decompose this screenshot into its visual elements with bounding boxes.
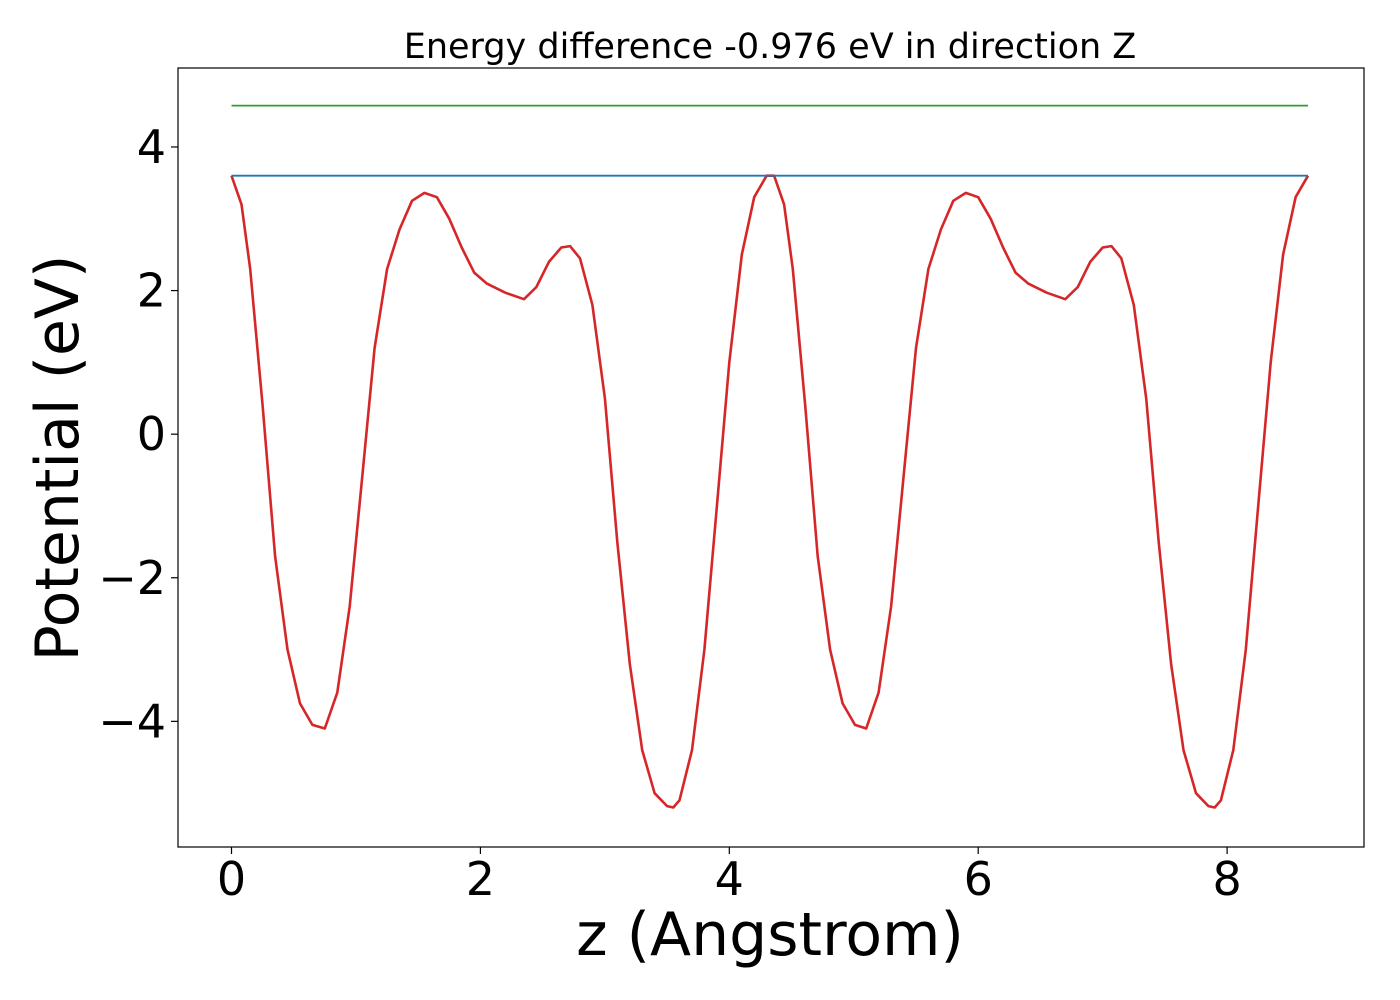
x-tick-label-3: 6 xyxy=(964,852,993,906)
series-line-0 xyxy=(230,174,1310,809)
y-tick-label-2: 0 xyxy=(137,407,166,461)
chart-title: Energy difference -0.976 eV in direction… xyxy=(404,27,1137,67)
x-tick-label-0: 0 xyxy=(217,852,246,906)
plot-frame xyxy=(177,67,1365,848)
series-layer xyxy=(230,104,1310,809)
y-tick-label-4: 4 xyxy=(137,120,166,174)
y-axis: −4 −2 0 2 4 xyxy=(98,120,178,748)
y-tick-label-3: 2 xyxy=(137,264,166,318)
x-tick-label-1: 2 xyxy=(466,852,495,906)
x-tick-label-2: 4 xyxy=(715,852,744,906)
y-tick-label-1: −2 xyxy=(98,551,166,605)
y-tick-label-0: −4 xyxy=(98,694,166,748)
y-axis-label: Potential (eV) xyxy=(23,255,93,662)
x-axis-label: z (Angstrom) xyxy=(576,900,964,970)
x-tick-label-4: 8 xyxy=(1212,852,1241,906)
x-axis: 0 2 4 6 8 xyxy=(217,847,1242,906)
